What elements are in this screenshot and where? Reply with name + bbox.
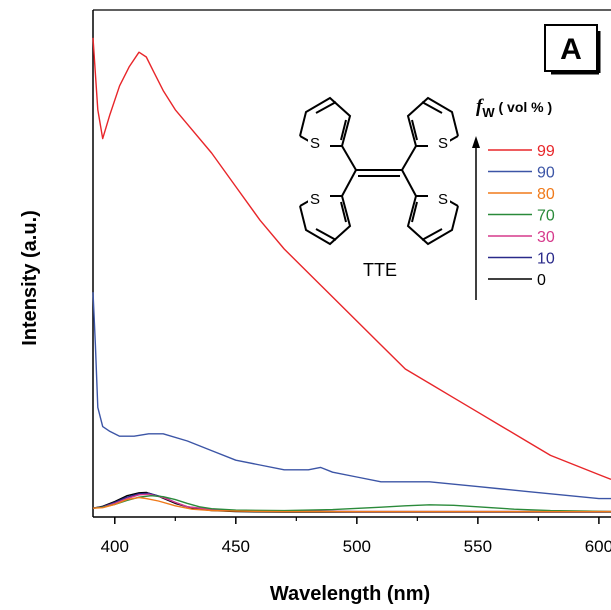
panel-letter: A (560, 33, 582, 66)
x-tick-label-450: 450 (222, 537, 250, 556)
x-axis-title: Wavelength (nm) (270, 583, 430, 605)
atom-mask-tl (308, 134, 322, 152)
x-tick-label-500: 500 (343, 537, 371, 556)
sulfur-atom-bottom-left: S (310, 191, 320, 208)
legend-label-0: 0 (537, 272, 546, 289)
x-axis-ticks (114, 517, 600, 524)
legend: fW ( vol % ) 99 90 80 70 30 10 0 (472, 96, 555, 300)
legend-label-30: 30 (537, 229, 555, 246)
legend-label-80: 80 (537, 186, 555, 203)
tte-molecule-structure (299, 96, 459, 246)
panel-label-box: A (544, 24, 601, 75)
x-tick-label-400: 400 (101, 537, 129, 556)
sulfur-atom-top-right: S (438, 135, 448, 152)
legend-arrow-head (472, 136, 480, 148)
legend-entries: 99 90 80 70 30 10 0 (488, 143, 555, 289)
series-line-80 (92, 496, 611, 513)
series-line-90 (92, 292, 611, 500)
series-line-70 (92, 495, 611, 513)
y-axis-title: Intensity (a.u.) (19, 210, 41, 346)
atom-mask-br (436, 190, 450, 208)
molecule-name-label: TTE (363, 260, 397, 280)
legend-title: fW ( vol % ) (476, 96, 552, 120)
sulfur-atom-top-left: S (310, 135, 320, 152)
sulfur-atom-bottom-right: S (438, 191, 448, 208)
series-line-99 (92, 37, 611, 481)
legend-label-70: 70 (537, 208, 555, 225)
x-tick-label-600: 600 (585, 537, 611, 556)
x-tick-label-550: 550 (464, 537, 492, 556)
atom-mask-bl (308, 190, 322, 208)
atom-mask-tr (436, 134, 450, 152)
legend-label-10: 10 (537, 251, 555, 268)
legend-label-99: 99 (537, 143, 555, 160)
series-layer (92, 37, 611, 513)
x-axis-tick-labels: 400 450 500 550 600 (101, 537, 611, 556)
legend-label-90: 90 (537, 165, 555, 182)
